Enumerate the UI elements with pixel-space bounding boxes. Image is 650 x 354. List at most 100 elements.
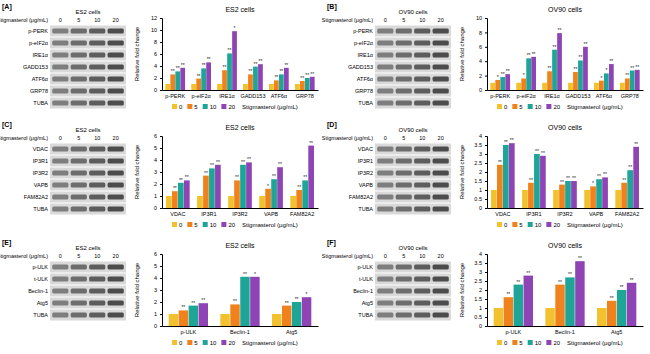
legend-swatch bbox=[187, 222, 192, 227]
legend: 051020Stigmasterol (μg/mL) bbox=[172, 340, 298, 346]
significance: ** bbox=[173, 185, 177, 191]
blot-strip bbox=[375, 192, 451, 203]
bar bbox=[165, 84, 170, 90]
legend-label: 20 bbox=[228, 222, 235, 228]
blot-row-label: GADD153 bbox=[23, 64, 48, 70]
significance: ** bbox=[309, 140, 313, 146]
bar bbox=[565, 181, 571, 208]
bar bbox=[522, 190, 528, 208]
tick: 0 bbox=[479, 205, 487, 211]
tick: IRE1α bbox=[544, 90, 560, 99]
blot-band bbox=[396, 29, 412, 34]
blot-row-label: t-ULK bbox=[34, 276, 48, 282]
blot-band bbox=[433, 207, 449, 212]
tick-label: 1 bbox=[154, 311, 157, 317]
blot-band bbox=[377, 289, 393, 294]
tick-label: 0.5 bbox=[474, 314, 482, 320]
bar bbox=[565, 277, 574, 326]
tick: 0 bbox=[479, 323, 487, 329]
tick-mark bbox=[485, 145, 487, 146]
blot-band bbox=[396, 101, 412, 106]
blot-band bbox=[396, 195, 412, 200]
bar bbox=[302, 180, 308, 208]
blot-band bbox=[108, 207, 124, 212]
blot-band bbox=[108, 277, 124, 282]
legend-label: 10 bbox=[210, 104, 217, 110]
significance: ** bbox=[622, 177, 626, 183]
tick: 4 bbox=[154, 63, 162, 69]
blot-band bbox=[52, 171, 68, 176]
blot-dose: 20 bbox=[438, 135, 444, 141]
legend-swatch bbox=[203, 104, 208, 109]
blot-band bbox=[377, 101, 393, 106]
blot-band bbox=[433, 53, 449, 58]
tick-mark bbox=[485, 181, 487, 182]
tick-label: 4 bbox=[154, 157, 157, 163]
panel: [F]OV90 cellsStigmasterol (μg/mL)051020p… bbox=[322, 239, 644, 346]
blot-band bbox=[414, 301, 430, 306]
bars bbox=[490, 33, 639, 90]
legend: 051020Stigmasterol (μg/mL) bbox=[497, 104, 623, 110]
tick: p-ULK bbox=[181, 326, 197, 335]
axis-line bbox=[488, 90, 644, 91]
blot-dose: 10 bbox=[94, 253, 100, 259]
bar bbox=[265, 189, 271, 208]
legend-swatch bbox=[546, 340, 551, 345]
significance: ** bbox=[249, 68, 253, 74]
tick-label: FAM82A2 bbox=[290, 211, 314, 217]
blot-band bbox=[377, 277, 393, 282]
bar bbox=[184, 180, 190, 208]
blot-band bbox=[433, 159, 449, 164]
blot-strip bbox=[50, 298, 126, 309]
blot-row-label: GRP78 bbox=[30, 88, 48, 94]
blot-band bbox=[108, 77, 124, 82]
blot-dose: 0 bbox=[384, 135, 387, 141]
axis-line bbox=[488, 326, 644, 327]
annotations: **************** bbox=[181, 271, 307, 311]
tick: 3.5 bbox=[474, 142, 487, 148]
tick-label: ATF6α bbox=[596, 93, 613, 99]
blot-band bbox=[396, 313, 412, 318]
tick: 3 bbox=[479, 269, 487, 275]
tick: 3 bbox=[479, 151, 487, 157]
blot-row-label: TUBA bbox=[33, 100, 48, 106]
blot-title: ES2 cells bbox=[75, 127, 100, 133]
significance: ** bbox=[278, 161, 282, 167]
legend-label: 10 bbox=[210, 340, 217, 346]
blot-band bbox=[52, 183, 68, 188]
blot-band bbox=[108, 313, 124, 318]
bar bbox=[175, 71, 180, 90]
blot-dose: 10 bbox=[94, 17, 100, 23]
blot-dose: 5 bbox=[402, 135, 405, 141]
y-axis-title: Relative fold change bbox=[134, 262, 140, 317]
blot-row-label: VDAC bbox=[33, 146, 48, 152]
tick-mark bbox=[485, 199, 487, 200]
blot-band bbox=[377, 313, 393, 318]
blot-band bbox=[71, 159, 87, 164]
bar bbox=[495, 80, 500, 90]
significance: ** bbox=[274, 74, 278, 80]
tick-label: IRE1α bbox=[219, 93, 235, 99]
blot-strip bbox=[50, 274, 126, 285]
blot-strip bbox=[50, 286, 126, 297]
panel: [D]OV90 cellsStigmasterol (μg/mL)051020V… bbox=[322, 121, 644, 228]
legend: 051020Stigmasterol (μg/mL) bbox=[497, 222, 623, 228]
tick-label: 4 bbox=[154, 63, 157, 69]
blot-band bbox=[71, 77, 87, 82]
x-axis: VDACIP3R1IP3R2VAPBFAM82A2 bbox=[488, 208, 644, 217]
tick: GRP78 bbox=[621, 90, 639, 99]
blot-strip bbox=[375, 156, 451, 167]
blot-band bbox=[377, 89, 393, 94]
significance: ** bbox=[635, 64, 639, 70]
y-axis: 0123456 bbox=[154, 251, 163, 329]
significance: ** bbox=[201, 297, 205, 303]
blot-band bbox=[71, 301, 87, 306]
legend-label: 0 bbox=[504, 222, 508, 228]
legend-swatch bbox=[172, 222, 177, 227]
tick-label: 1.5 bbox=[474, 178, 482, 184]
bar bbox=[542, 83, 547, 90]
bar bbox=[590, 186, 596, 208]
tick-label: Beclin-1 bbox=[230, 329, 250, 335]
tick: 2 bbox=[479, 73, 487, 79]
blot-dose: 0 bbox=[384, 17, 387, 23]
